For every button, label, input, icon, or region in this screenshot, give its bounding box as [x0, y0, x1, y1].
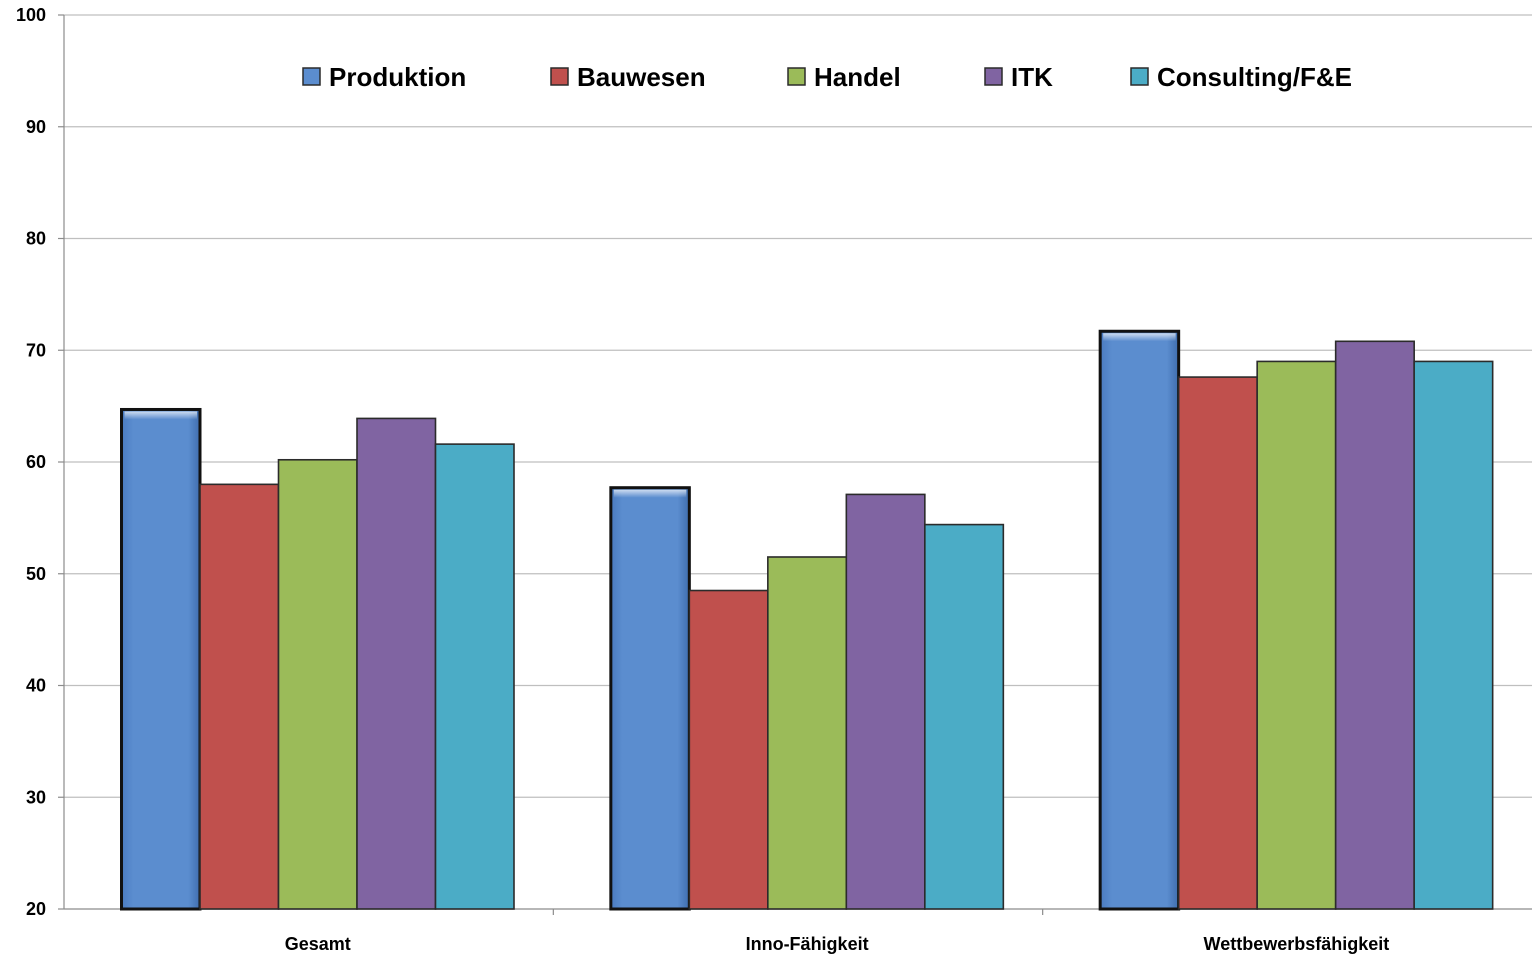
bars [120, 329, 1494, 911]
bar-highlight [613, 489, 687, 498]
legend-swatch [984, 67, 1003, 86]
y-tick-label: 50 [26, 564, 46, 584]
x-category-label: Gesamt [285, 934, 351, 954]
y-tick-label: 80 [26, 229, 46, 249]
y-tick-label: 20 [26, 899, 46, 919]
x-category-label: Inno-Fähigkeit [746, 934, 869, 954]
y-tick-label: 100 [16, 5, 46, 25]
tick-labels: 20 30 40 50 60 70 80 90 100 Gesamt Inno-Fähigkeit W… [16, 5, 1389, 954]
bar-produktion-1 [609, 486, 691, 911]
y-tick-label: 70 [26, 340, 46, 360]
legend-swatch [1130, 67, 1149, 86]
bar-highlight [1103, 333, 1176, 342]
bar-itk-2 [1334, 340, 1415, 910]
legend-label: Bauwesen [577, 62, 706, 92]
legend-swatch [302, 67, 321, 86]
y-tick-label: 90 [26, 117, 46, 137]
legend-swatch [550, 67, 569, 86]
legend-item-produktion: Produktion [302, 62, 466, 92]
bar-bauwesen-2 [1177, 376, 1258, 910]
legend-label: Produktion [329, 62, 466, 92]
bar-bauwesen-1 [688, 589, 769, 910]
bar-produktion-0 [120, 407, 202, 911]
bar-consulting-f-e-0 [434, 443, 515, 910]
legend-label: ITK [1011, 62, 1053, 92]
legend-swatch [787, 67, 806, 86]
legend-item-consulting-f-e: Consulting/F&E [1130, 62, 1352, 92]
legend-label: Handel [814, 62, 901, 92]
bar-itk-1 [845, 493, 926, 910]
bar-bauwesen-0 [199, 483, 280, 910]
bar-itk-0 [356, 417, 437, 910]
legend-item-handel: Handel [787, 62, 901, 92]
y-tick-label: 40 [26, 676, 46, 696]
x-category-label: Wettbewerbsfähigkeit [1204, 934, 1390, 954]
y-tick-label: 30 [26, 787, 46, 807]
bar-highlight [124, 411, 197, 420]
legend: Produktion Bauwesen Handel ITK Consulting/F&… [302, 62, 1352, 92]
bar-consulting-f-e-2 [1413, 360, 1494, 910]
bar-produktion-2 [1098, 329, 1181, 911]
bar-handel-1 [767, 556, 848, 910]
legend-item-itk: ITK [984, 62, 1053, 92]
y-tick-label: 60 [26, 452, 46, 472]
bar-handel-2 [1256, 360, 1337, 910]
bar-handel-0 [277, 458, 358, 910]
legend-item-bauwesen: Bauwesen [550, 62, 706, 92]
legend-label: Consulting/F&E [1157, 62, 1352, 92]
bar-consulting-f-e-1 [924, 523, 1005, 910]
